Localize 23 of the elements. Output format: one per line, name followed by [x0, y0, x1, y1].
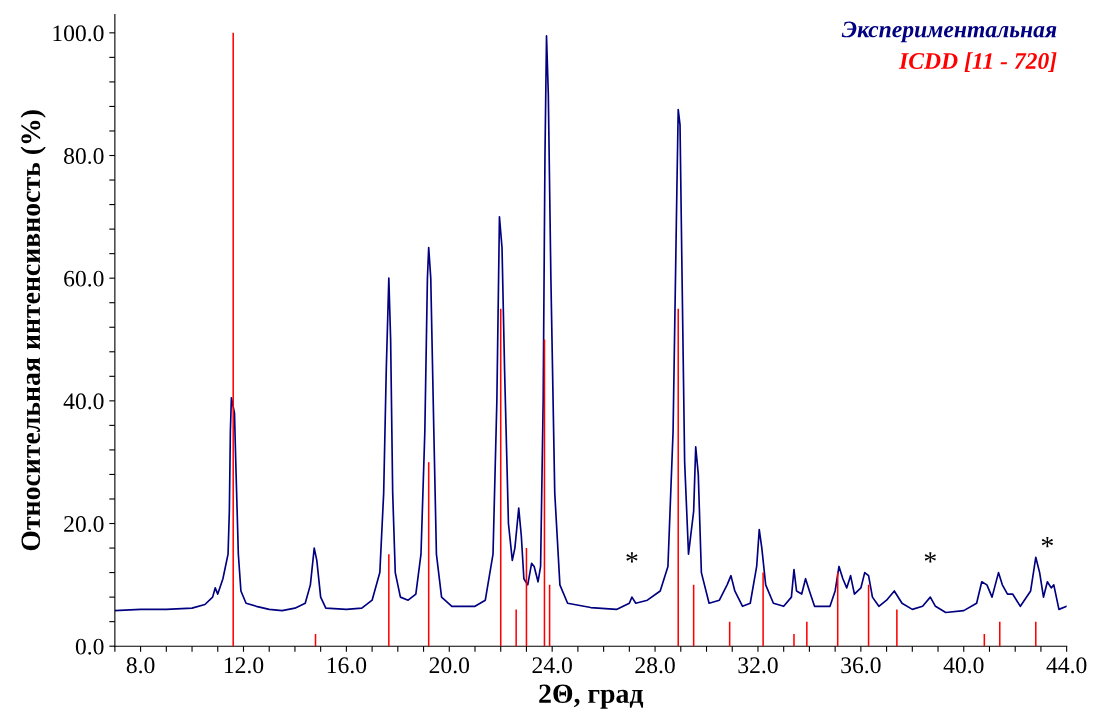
- x-tick-label: 24.0: [532, 657, 572, 674]
- y-axis-title: Относительная интенсивность (%): [20, 110, 46, 551]
- y-tick-label: 60.0: [64, 270, 104, 287]
- x-tick-label: 8.0: [126, 657, 155, 674]
- x-tick-label: 44.0: [1046, 657, 1087, 674]
- x-tick-label: 28.0: [635, 657, 675, 674]
- x-tick-label: 16.0: [327, 657, 367, 674]
- annotation: *: [1041, 536, 1053, 548]
- x-axis-title: 2Θ, град: [539, 684, 644, 709]
- y-tick-label: 40.0: [63, 393, 104, 410]
- y-tick-label: 100.0: [53, 25, 104, 42]
- y-tick-label: 80.0: [64, 148, 104, 165]
- x-tick-label: 32.0: [738, 657, 778, 674]
- x-tick-label: 40.0: [943, 657, 984, 674]
- x-tick-label: 20.0: [429, 657, 470, 674]
- annotation: *: [924, 552, 936, 563]
- text: ICDD [11 - 720]: [898, 52, 1057, 72]
- text: Экспериментальная: [841, 21, 1057, 43]
- y-tick-label: 20.0: [64, 516, 104, 533]
- y-tick-label: 0.0: [75, 638, 104, 655]
- annotation: *: [626, 552, 638, 563]
- x-tick-label: 36.0: [841, 657, 881, 674]
- x-tick-label: 12.0: [224, 657, 264, 674]
